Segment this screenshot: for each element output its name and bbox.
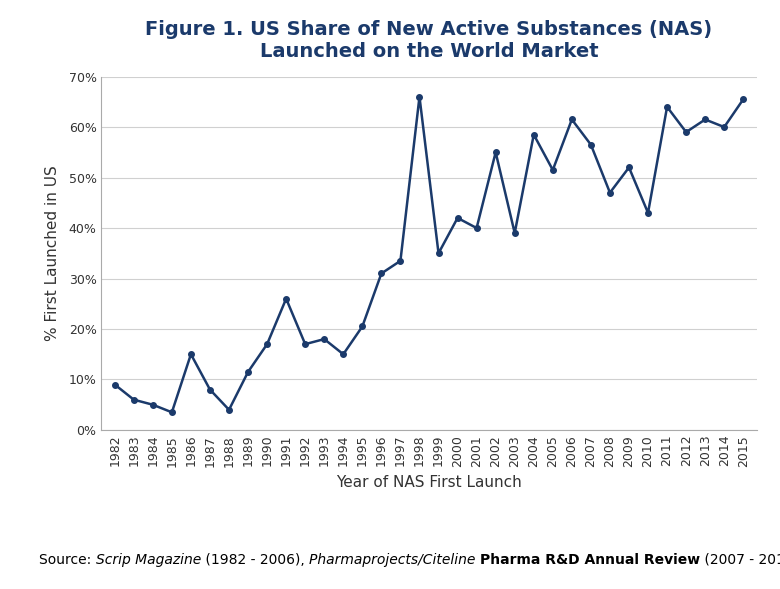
Text: Source:: Source:: [39, 552, 96, 567]
Text: (2007 - 2016): (2007 - 2016): [700, 552, 780, 567]
Y-axis label: % First Launched in US: % First Launched in US: [45, 166, 60, 341]
Text: Pharmaprojects/Citeline: Pharmaprojects/Citeline: [309, 552, 480, 567]
Text: (1982 - 2006),: (1982 - 2006),: [201, 552, 309, 567]
X-axis label: Year of NAS First Launch: Year of NAS First Launch: [336, 475, 522, 490]
Title: Figure 1. US Share of New Active Substances (NAS)
Launched on the World Market: Figure 1. US Share of New Active Substan…: [145, 20, 713, 61]
Text: Scrip Magazine: Scrip Magazine: [96, 552, 201, 567]
Text: Pharma R&D Annual Review: Pharma R&D Annual Review: [480, 552, 700, 567]
